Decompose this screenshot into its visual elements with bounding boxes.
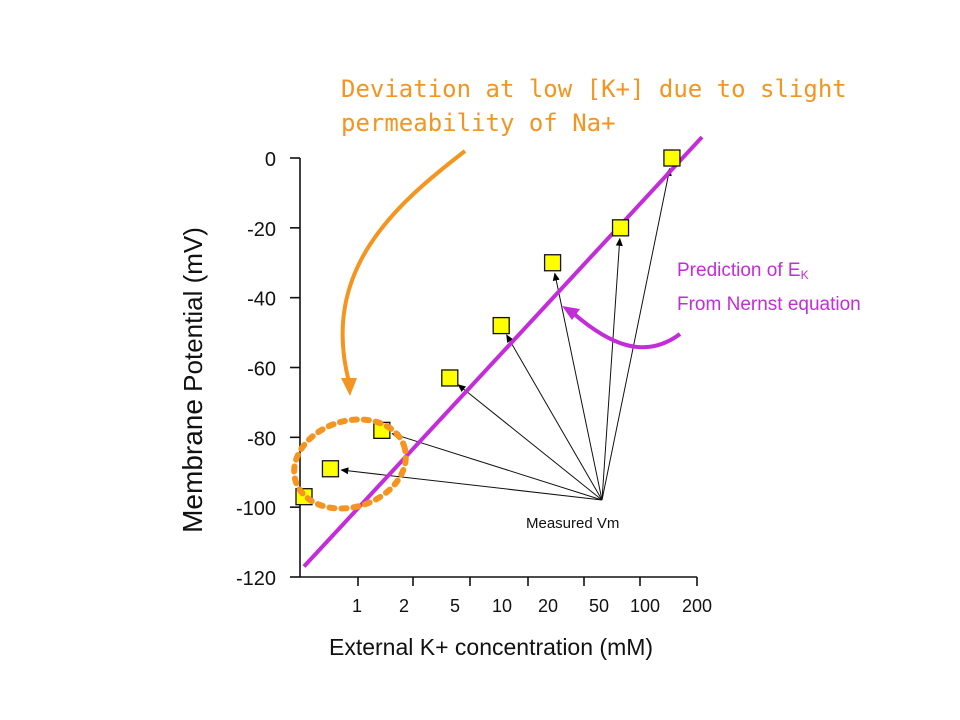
measured-vm-label: Measured Vm — [526, 515, 620, 532]
x-axis-label: External K+ concentration (mM) — [329, 634, 654, 660]
prediction-annotation-subscript: K — [800, 268, 809, 282]
prediction-annotation: Prediction of EK From Nernst equation — [677, 256, 861, 319]
y-axis-label-part2: Potential (mV) — [178, 227, 208, 392]
data-point-marker — [543, 254, 562, 272]
y-tick-label: 0 — [265, 149, 276, 171]
x-tick-label: 100 — [630, 596, 660, 616]
measured-vm-arrow — [552, 272, 603, 501]
prediction-arrow — [571, 311, 682, 350]
y-tick-label: -100 — [236, 498, 276, 520]
prediction-annotation-line2: From Nernst equation — [677, 294, 861, 315]
y-tick-label: -60 — [247, 359, 276, 381]
y-axis-label-part1: Membrane — [177, 399, 208, 533]
y-tick-label: -20 — [247, 219, 276, 241]
measured-vm-arrow — [340, 467, 603, 501]
measured-vm-arrow — [457, 384, 603, 501]
nernst-prediction-line — [302, 135, 704, 568]
measured-vm-arrows — [340, 167, 672, 501]
measured-vm-arrow — [601, 237, 623, 501]
data-points — [295, 149, 681, 506]
data-point-marker — [663, 149, 681, 167]
x-tick-label: 20 — [538, 596, 558, 616]
prediction-arrow-head — [562, 306, 580, 320]
y-tick-label: -80 — [247, 428, 276, 450]
x-tick-label: 2 — [399, 596, 409, 616]
measured-vm-arrow — [506, 334, 603, 501]
nernst-prediction-line-group — [302, 135, 704, 568]
deviation-annotation-line1: Deviation at low [K+] due to slight — [341, 75, 847, 103]
data-point-marker — [492, 316, 510, 335]
deviation-highlight-ellipse — [291, 416, 409, 512]
y-axis-label: Membrane Potential (mV) — [177, 227, 209, 533]
prediction-annotation-main: Prediction of E — [677, 260, 801, 281]
data-point-marker — [611, 219, 630, 237]
annotation-arrows — [291, 149, 682, 512]
deviation-annotation: Deviation at low [K+] due to slight perm… — [341, 72, 847, 140]
data-point-marker — [321, 460, 340, 478]
data-point-marker — [441, 369, 459, 387]
deviation-arrow — [340, 149, 467, 383]
measured-vm-arrow — [601, 167, 672, 501]
x-tick-label: 10 — [492, 596, 512, 616]
axes: 0 -20 -40 -60 -80 -100 -120 1 2 5 10 20 50 100 200 — [236, 149, 712, 616]
y-tick-label: -40 — [247, 289, 276, 311]
deviation-arrow-head — [341, 378, 357, 396]
prediction-annotation-line1: Prediction of EK — [677, 256, 861, 290]
measured-vm-arrow — [391, 432, 603, 501]
deviation-annotation-line2: permeability of Na+ — [341, 109, 616, 137]
x-tick-label: 50 — [589, 596, 609, 616]
y-tick-label: -120 — [236, 568, 276, 590]
x-tick-label: 1 — [352, 596, 362, 616]
x-tick-label: 200 — [682, 596, 712, 616]
x-tick-label: 5 — [450, 596, 460, 616]
